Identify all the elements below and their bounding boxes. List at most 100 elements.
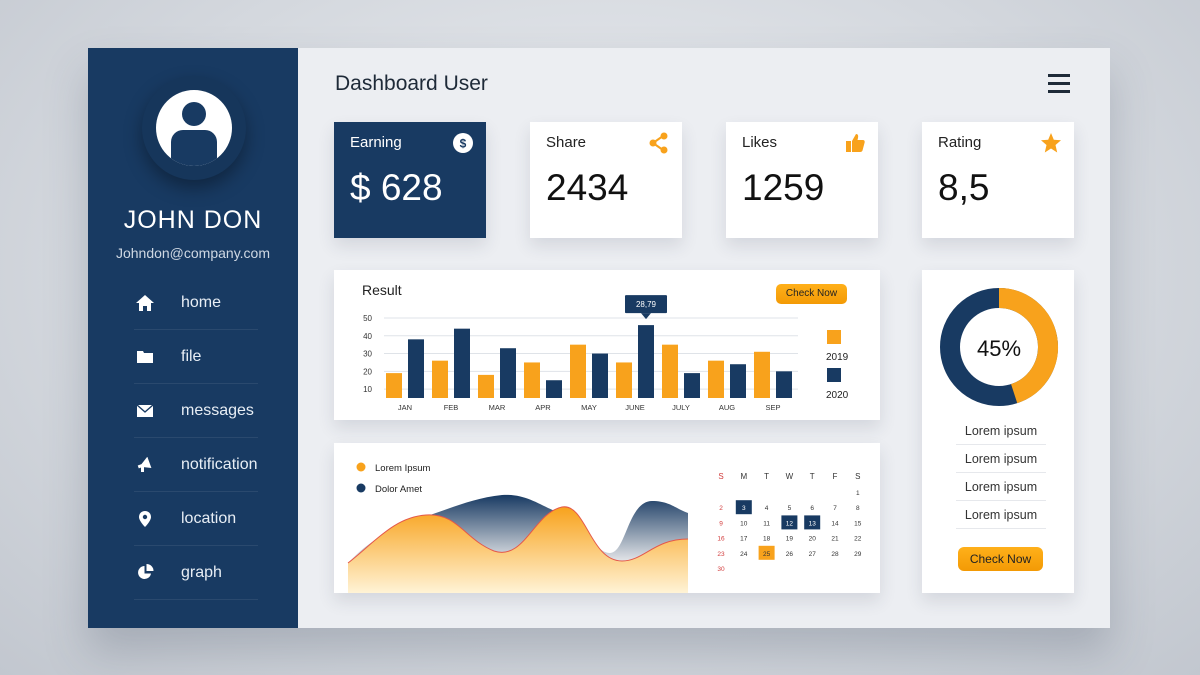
bar-tooltip-pointer [641,313,651,320]
result-bar-chart: Result 10 20 30 40 50 JAN FEB MAR APR MAY JUNE JUL… [362,282,849,412]
y-tick-label: 50 [363,314,372,323]
x-tick-label: JULY [672,403,690,412]
area-chart: Lorem Ipsum Dolor Amet S M T W T F S12 3 4 5 6 7 89 1… [347,462,862,593]
bar-2020-jan [408,339,424,398]
calendar-day: 30 [717,566,725,573]
stat-label: Likes [742,134,778,151]
calendar-day: 27 [809,551,817,558]
sidebar-item-label: notification [181,455,258,473]
calendar-highlight [804,515,821,530]
dashboard-window: JOHN DON Johndon@company.com home file m… [88,48,1110,628]
x-tick-label: AUG [719,403,735,412]
bar-2019-apr [524,362,540,398]
calendar-day: 19 [786,536,794,543]
stat-label: Share [546,134,587,151]
stat-label: Earning [350,134,402,151]
donut-check-now-button[interactable]: Check Now [958,547,1043,571]
folder-icon [134,346,156,368]
calendar-day: 2 [719,505,723,512]
calendar-day: 5 [788,505,792,512]
calendar-highlight [781,515,798,530]
share-icon [649,132,668,154]
area-legend-label: Dolor Amet [375,484,422,495]
stat-card-share[interactable]: Share 2434 [530,122,682,238]
stat-card-earning[interactable]: Earning $ 628 $ [334,122,486,238]
hamburger-menu-icon[interactable] [1048,74,1070,94]
sidebar-item-graph[interactable]: graph [134,546,258,600]
calendar-day: 17 [740,536,748,543]
calendar-highlight [758,545,775,560]
stat-value: 1259 [742,167,825,208]
calendar-day: 15 [854,520,862,527]
calendar-day: 24 [740,551,748,558]
calendar-day: 25 [763,551,771,558]
legend-dot-navy [356,483,366,493]
bar-tooltip-text: 28,79 [636,300,657,309]
list-item: Lorem ipsum [956,501,1046,529]
chart-title: Result [362,282,402,298]
calendar-day: 1 [856,490,860,497]
donut-chart: 45% [940,288,1058,406]
x-tick-label: JAN [398,403,412,412]
thumbs-up-icon [846,134,865,152]
bar-tooltip-box [625,295,667,314]
bar-2019-may [570,344,586,398]
calendar-highlight [735,500,752,515]
bar-2019-sep [754,351,770,398]
calendar-day: 7 [833,505,837,512]
calendar-weekday: F [833,472,838,481]
y-tick-label: 20 [363,367,372,376]
user-icon [156,90,232,166]
sidebar-item-label: messages [181,401,254,419]
sidebar-item-notification[interactable]: notification [134,438,258,492]
x-tick-label: FEB [444,403,459,412]
stat-card-likes[interactable]: Likes 1259 [726,122,878,238]
pie-chart-icon [134,562,156,584]
calendar-weekday: S [855,472,860,481]
calendar-day: 21 [831,536,839,543]
location-pin-icon [134,508,156,530]
bar-2020-aug [730,364,746,398]
area-series-orange [348,506,688,593]
star-icon [1041,133,1061,153]
sidebar-item-file[interactable]: file [134,330,258,384]
sidebar-item-label: file [181,347,202,365]
result-chart-card: Result 10 20 30 40 50 JAN FEB MAR APR MAY JUNE JUL… [334,270,880,420]
sidebar-item-location[interactable]: location [134,492,258,546]
bar-2020-june [638,325,654,398]
calendar-day: 28 [831,551,839,558]
bar-2020-july [684,373,700,398]
y-tick-label: 30 [363,350,372,359]
legend-swatch-2020 [827,368,841,382]
x-tick-label: JUNE [625,403,645,412]
y-tick-label: 40 [363,332,372,341]
x-tick-label: SEP [765,403,780,412]
stat-card-rating[interactable]: Rating 8,5 [922,122,1074,238]
x-tick-label: MAY [581,403,597,412]
calendar-day: 11 [763,520,770,527]
donut-progress-arc [998,288,1058,404]
bar-2020-sep [776,371,792,398]
bar-2019-aug [708,360,724,398]
calendar-weekday: T [764,472,769,481]
list-item: Lorem ipsum [956,473,1046,501]
user-name: JOHN DON [123,206,263,234]
calendar-day: 18 [763,536,771,543]
sidebar-item-messages[interactable]: messages [134,384,258,438]
calendar-day: 13 [809,520,817,527]
avatar[interactable] [142,76,246,180]
bar-2019-june [616,362,632,398]
donut-card: 45% Lorem ipsum Lorem ipsum Lorem ipsum … [922,270,1074,593]
bar-2020-mar [500,348,516,398]
bar-2019-mar [478,374,494,398]
bar-2019-jan [386,373,402,398]
x-tick-label: APR [535,403,551,412]
calendar-day: 6 [810,505,814,512]
list-item: Lorem ipsum [956,445,1046,473]
legend-label: 2020 [826,390,849,401]
calendar-day: 4 [765,505,769,512]
check-now-button[interactable]: Check Now [776,284,847,304]
sidebar-item-home[interactable]: home [134,276,258,330]
